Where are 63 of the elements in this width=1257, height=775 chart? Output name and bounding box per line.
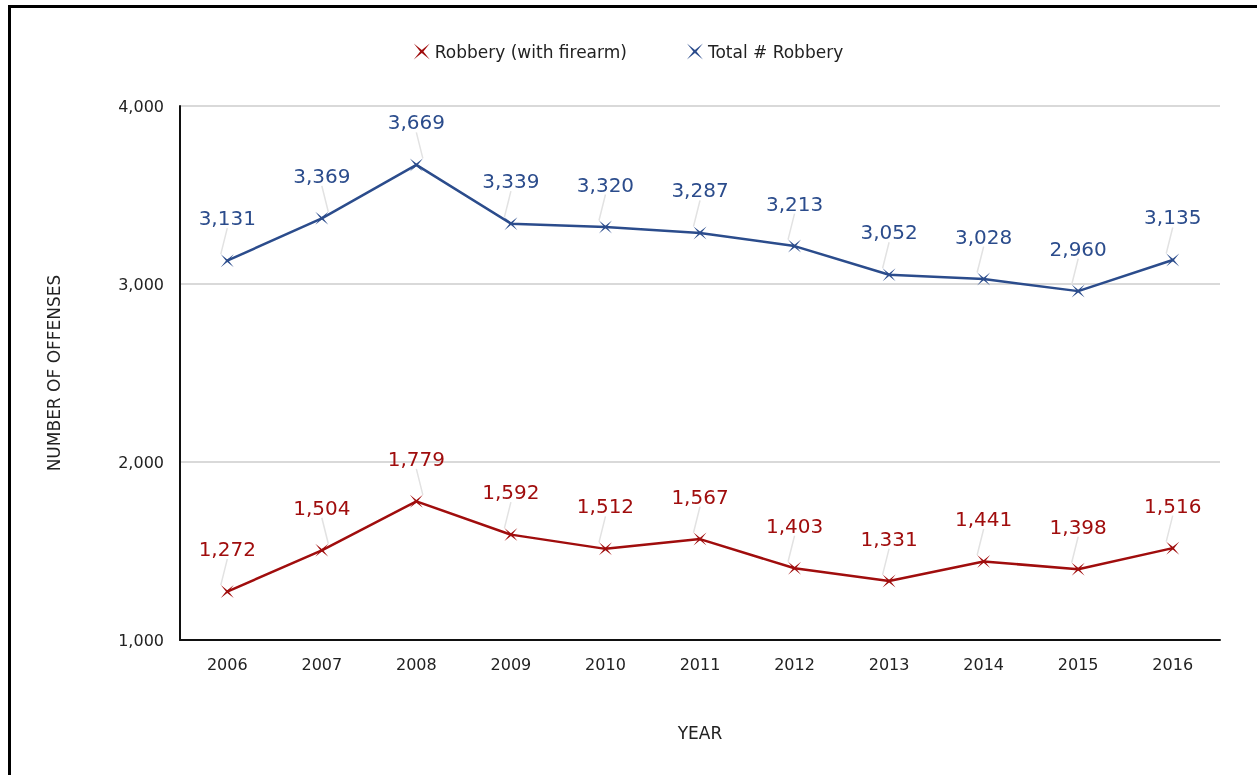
data-label: 1,567 [671, 484, 729, 509]
x-tick-label: 2010 [585, 654, 626, 674]
x-tick-label: 2006 [206, 654, 248, 674]
y-tick-label: 4,000 [118, 96, 164, 116]
y-tick-label: 1,000 [118, 630, 164, 650]
point [977, 272, 991, 286]
point [1071, 562, 1085, 576]
data-label: 3,052 [860, 220, 918, 245]
data-label: 3,213 [765, 191, 824, 216]
point [220, 585, 234, 599]
data-label: 3,339 [482, 169, 540, 194]
data-label: 1,592 [482, 480, 540, 505]
point [693, 226, 707, 240]
point [598, 542, 612, 556]
point [315, 211, 329, 225]
data-label: 3,669 [387, 110, 445, 135]
data-label: 3,369 [293, 163, 351, 188]
x-tick-label: 2014 [963, 654, 1004, 674]
point [693, 532, 707, 546]
x-tick-label: 2009 [490, 654, 532, 674]
point [409, 494, 423, 508]
data-label: 1,512 [576, 494, 635, 519]
point [220, 254, 234, 268]
data-label: 1,398 [1049, 514, 1107, 539]
x-tick-label: 2015 [1057, 654, 1099, 674]
point [882, 268, 896, 282]
x-axis-title: YEAR [676, 722, 723, 743]
point [1166, 541, 1180, 555]
data-label: 3,131 [198, 206, 256, 231]
point [1071, 284, 1085, 298]
x-tick-label: 2011 [679, 654, 721, 674]
x-tick-label: 2013 [868, 654, 910, 674]
data-label: 3,320 [576, 172, 635, 197]
data-label: 1,516 [1144, 493, 1202, 518]
data-label: 1,441 [955, 507, 1013, 531]
data-label: 1,272 [198, 537, 256, 562]
x-tick-label: 2008 [396, 654, 437, 674]
point [1166, 253, 1180, 267]
point [315, 543, 329, 557]
point [409, 158, 423, 172]
data-label: 3,135 [1144, 205, 1202, 230]
y-tick-label: 3,000 [118, 274, 164, 294]
point [504, 528, 518, 542]
data-label: 2,960 [1049, 236, 1107, 261]
data-label: 1,403 [765, 513, 824, 538]
point [788, 239, 802, 253]
point [788, 561, 802, 575]
data-label: 3,287 [671, 178, 729, 203]
data-label: 1,331 [860, 526, 918, 551]
y-axis-title: NUMBER OF OFFENSES [43, 274, 64, 472]
data-label: 3,028 [955, 224, 1013, 249]
point [977, 555, 991, 568]
point [598, 220, 612, 234]
legend-label: Robbery (with firearm) [434, 41, 627, 62]
data-label: 1,504 [293, 495, 351, 520]
point [882, 574, 896, 588]
legend-label: Total # Robbery [706, 41, 844, 62]
point [504, 217, 518, 231]
y-tick-label: 2,000 [118, 452, 164, 472]
x-tick-label: 2012 [774, 654, 815, 674]
data-label: 1,779 [387, 446, 445, 471]
x-tick-label: 2007 [301, 654, 343, 674]
x-tick-label: 2016 [1152, 654, 1194, 674]
